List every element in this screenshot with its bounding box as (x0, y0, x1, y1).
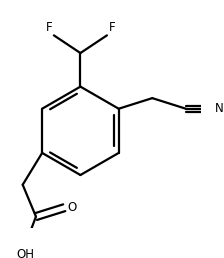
Text: F: F (45, 21, 52, 34)
Text: F: F (109, 21, 115, 34)
Text: O: O (67, 201, 76, 214)
Text: N: N (215, 102, 224, 115)
Text: OH: OH (16, 247, 34, 258)
